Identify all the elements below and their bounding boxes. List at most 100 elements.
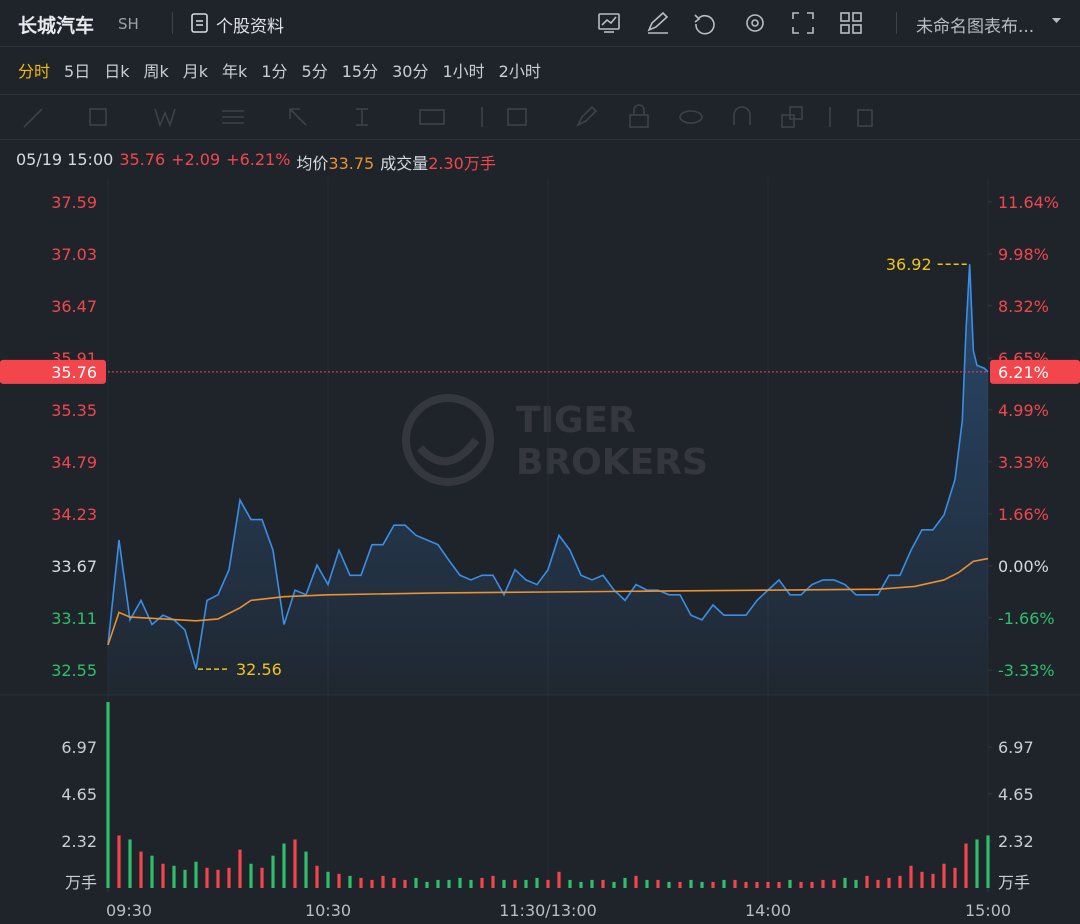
y2-tick-label: -1.66% — [998, 609, 1055, 628]
volume-bar — [700, 881, 704, 888]
x-tick-label: 14:00 — [745, 901, 791, 920]
volume-bar — [337, 873, 341, 888]
x-tick-label: 10:30 — [305, 901, 351, 920]
period-tab[interactable]: 年k — [222, 62, 248, 81]
refresh-icon[interactable] — [694, 14, 715, 35]
volume-bar — [931, 873, 935, 888]
avg-label: 均价33.75 — [296, 150, 374, 174]
period-tabs: 分时 5日 日k 周k 月k 年k 1分 5分 15分 30分 1小时 2小时 — [18, 58, 541, 82]
volume-bar — [150, 855, 154, 888]
last-pct-box — [990, 359, 1080, 384]
volume-bar — [535, 877, 539, 888]
volume-bar — [876, 879, 880, 888]
draw-icon[interactable] — [647, 11, 669, 34]
period-tab[interactable]: 1分 — [261, 62, 288, 81]
volume-bar — [766, 881, 770, 888]
volume-bar — [722, 879, 726, 888]
period-tab[interactable]: 分时 — [18, 62, 51, 81]
vol-value: 2.30 — [428, 154, 464, 173]
volume-bar — [557, 871, 561, 888]
volume-bar — [414, 877, 418, 888]
volume-bar — [491, 875, 495, 888]
last-price-box — [0, 359, 106, 384]
volume-bar — [139, 851, 143, 888]
volume-bar — [799, 881, 803, 888]
volume-bar — [128, 839, 132, 888]
volume-bar — [689, 879, 693, 888]
volume-bar — [249, 863, 253, 888]
y2-tick-label: 0.00% — [998, 557, 1049, 576]
volume-bar — [975, 839, 979, 888]
exchange: SH — [118, 15, 139, 33]
vol-tick-label: 6.97 — [61, 738, 97, 757]
vol-unit: 万手 — [998, 873, 1030, 892]
volume-bar — [656, 879, 660, 888]
y-tick-label: 37.59 — [51, 193, 97, 212]
volume-bar — [788, 879, 792, 888]
volume-bar — [843, 877, 847, 888]
divider — [172, 12, 173, 34]
period-tab[interactable]: 15分 — [341, 62, 379, 81]
y2-tick-label: 8.32% — [998, 297, 1049, 316]
period-tab[interactable]: 2小时 — [498, 62, 541, 81]
y2-tick-label: 1.66% — [998, 505, 1049, 524]
volume-bar — [348, 875, 352, 888]
volume-bar — [964, 843, 968, 888]
volume-bar — [271, 855, 275, 888]
period-tab[interactable]: 30分 — [392, 62, 429, 81]
volume-bar — [579, 881, 583, 888]
volume-bar — [810, 881, 814, 888]
last-price-label: 35.76 — [51, 363, 97, 382]
price-line — [107, 264, 989, 670]
header: 长城汽车 SH 个股资料 未命名图表布... — [0, 0, 1080, 47]
vol-tick-label: 2.32 — [998, 832, 1034, 851]
volume-bar — [733, 879, 737, 888]
quote-info: 05/19 15:00 35.76 +2.09 +6.21% 均价33.75 成… — [16, 150, 496, 174]
settings-icon[interactable] — [746, 14, 764, 32]
x-tick-label: 15:00 — [965, 901, 1011, 920]
y2-tick-label: 4.99% — [998, 401, 1049, 420]
profile-icon[interactable] — [190, 12, 210, 34]
volume-bar — [590, 879, 594, 888]
volume-bar — [480, 877, 484, 888]
volume-bar — [777, 881, 781, 888]
y-tick-label: 37.03 — [51, 245, 97, 264]
y-tick-label: 32.55 — [51, 661, 97, 680]
volume-bar — [909, 865, 913, 888]
volume-bar — [282, 843, 286, 888]
volume-bar — [645, 879, 649, 888]
vol-unit: 万手 — [65, 873, 97, 892]
volume-bar — [392, 877, 396, 888]
watermark-text: TIGER — [516, 400, 636, 441]
layout-icon[interactable] — [840, 12, 862, 34]
layout-menu[interactable]: 未命名图表布... — [916, 17, 1035, 37]
volume-bar — [458, 877, 462, 888]
vol-tick-label: 6.97 — [998, 738, 1034, 757]
volume-bar — [513, 879, 517, 888]
period-tab[interactable]: 1小时 — [442, 62, 485, 81]
volume-bar — [370, 879, 374, 888]
vol-unit: 万手 — [463, 154, 496, 173]
drawing-toolbar — [0, 94, 1080, 140]
volume-bar — [612, 881, 616, 888]
period-tab[interactable]: 5日 — [64, 62, 91, 81]
volume-bar — [942, 863, 946, 888]
volume-bar — [601, 879, 605, 888]
volume-bar — [887, 877, 891, 888]
period-tab[interactable]: 周k — [143, 62, 169, 81]
profile-link[interactable]: 个股资料 — [216, 17, 284, 37]
chart-icon[interactable] — [598, 13, 620, 33]
volume-bar — [667, 881, 671, 888]
volume-bar — [117, 835, 121, 888]
volume-bar — [986, 835, 990, 888]
y2-tick-label: 3.33% — [998, 453, 1049, 472]
period-tab[interactable]: 5分 — [301, 62, 328, 81]
volume-bar — [425, 881, 429, 888]
fullscreen-icon[interactable] — [792, 12, 814, 34]
quote-time: 05/19 15:00 — [16, 150, 114, 169]
period-tab[interactable]: 日k — [104, 62, 130, 81]
period-tab[interactable]: 月k — [182, 62, 209, 81]
volume-bar — [469, 879, 473, 888]
dropdown-arrow[interactable] — [1052, 18, 1062, 26]
volume-bar — [161, 863, 165, 888]
